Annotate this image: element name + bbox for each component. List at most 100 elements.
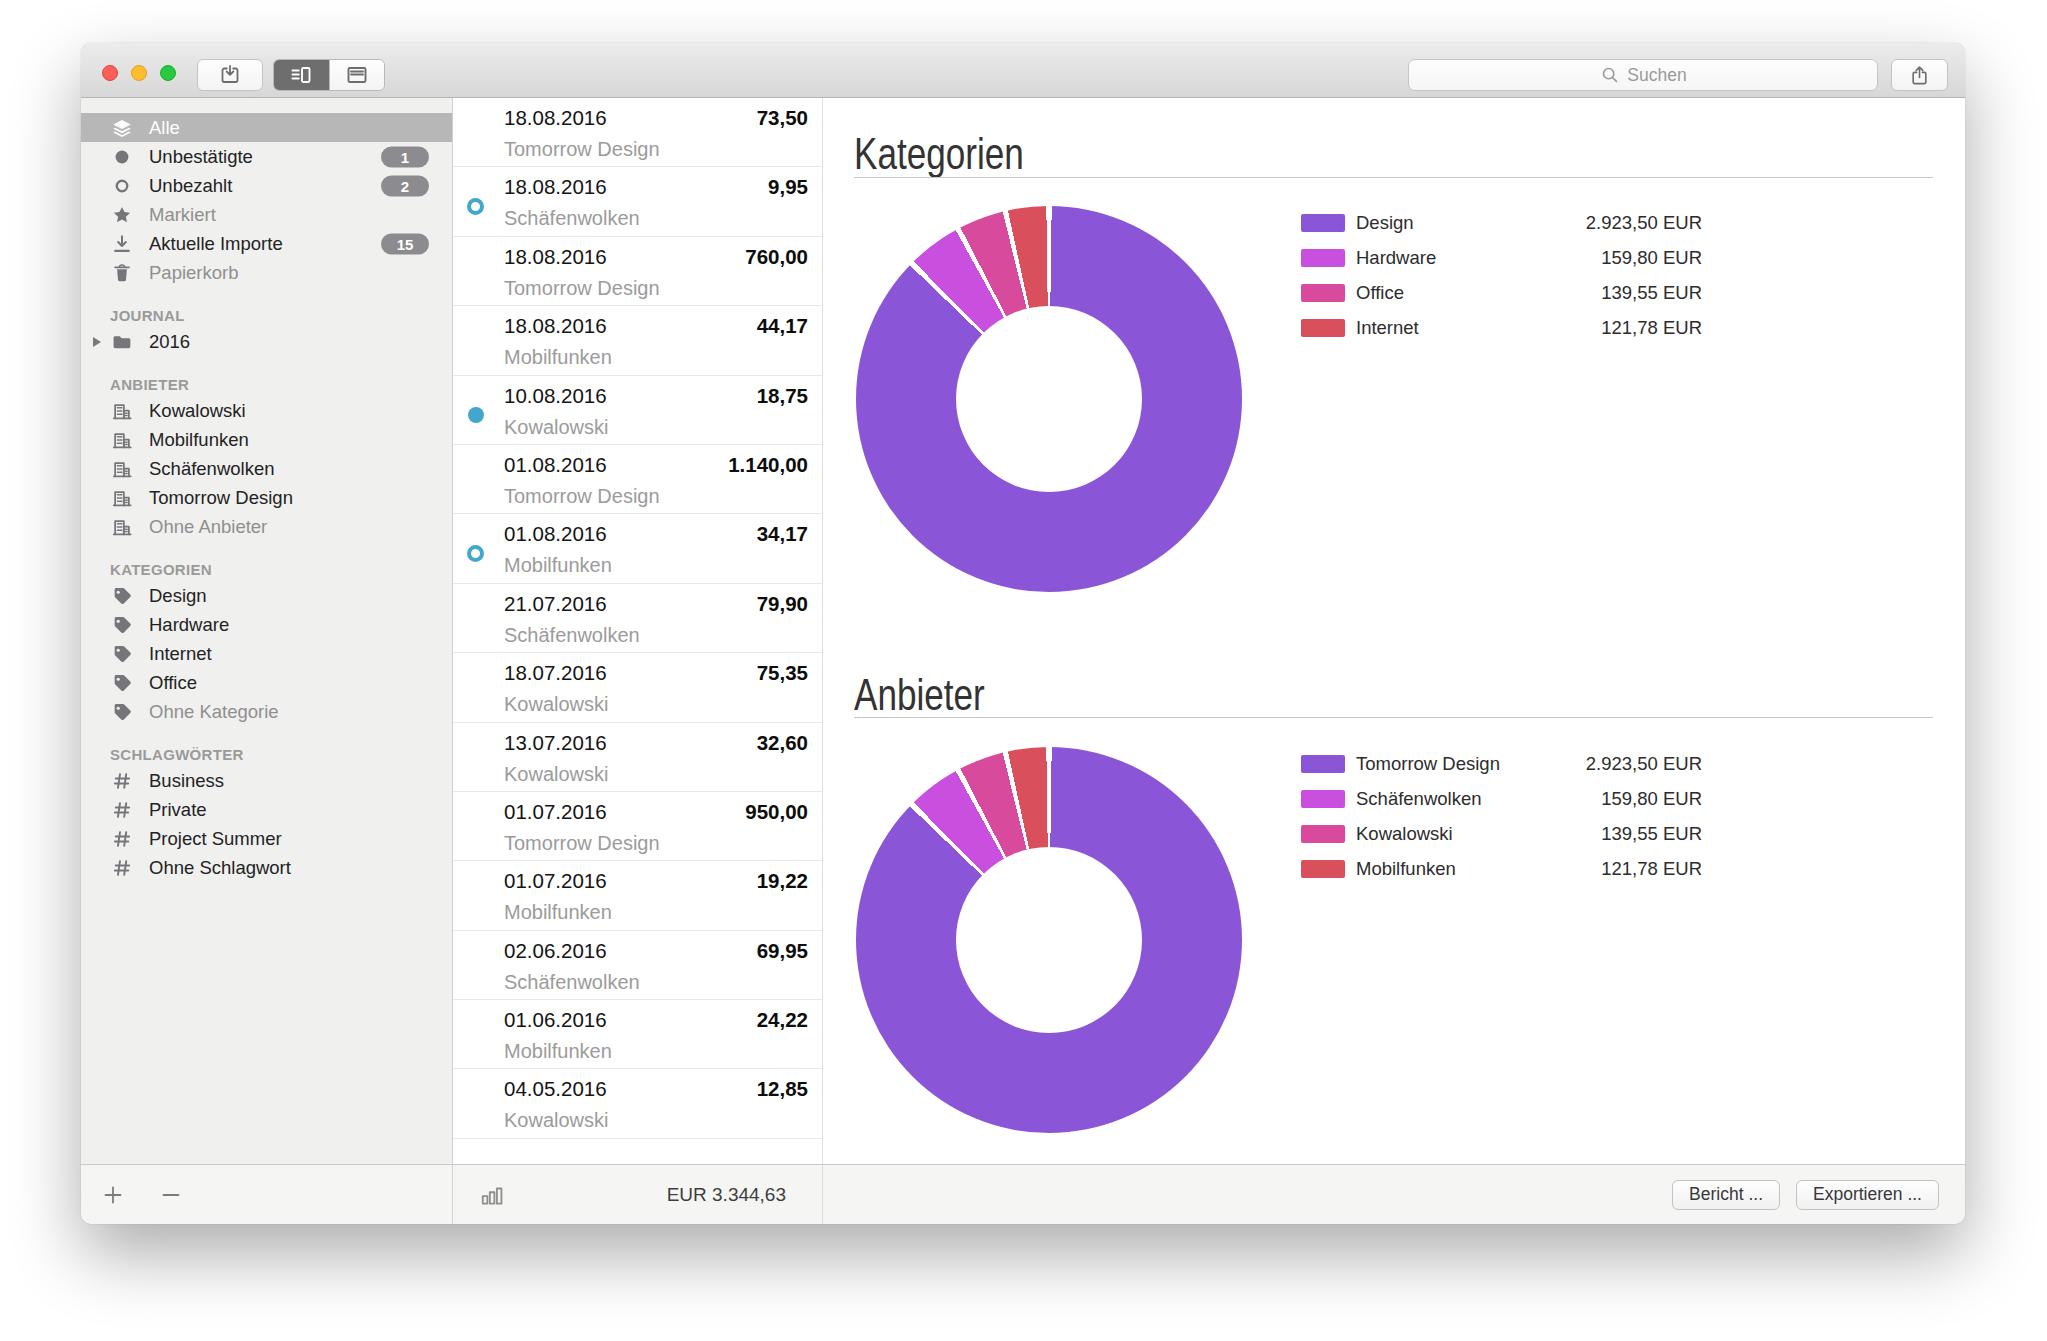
legend-label: Design: [1356, 212, 1414, 234]
sidebar-item-label: Aktuelle Importe: [149, 233, 283, 255]
list-detail-view-icon: [289, 63, 313, 87]
status-icon: [467, 615, 484, 632]
sidebar-item[interactable]: Hardware: [81, 610, 452, 639]
view-mode-journal[interactable]: [329, 60, 385, 90]
transaction-row[interactable]: 18.07.2016 75,35 Kowalowski: [453, 653, 822, 722]
legend-swatch: [1301, 214, 1345, 232]
transaction-row[interactable]: 01.07.2016 950,00 Tomorrow Design: [453, 792, 822, 861]
sidebar-item[interactable]: Unbestätigte 1: [81, 142, 452, 171]
sidebar-item[interactable]: Schäfenwolken: [81, 454, 452, 483]
search-input[interactable]: Suchen: [1408, 59, 1878, 91]
legend-swatch: [1301, 284, 1345, 302]
sidebar-item[interactable]: Ohne Schlagwort: [81, 853, 452, 882]
legend-swatch: [1301, 319, 1345, 337]
transaction-amount: 24,22: [757, 1008, 808, 1032]
share-button[interactable]: [1891, 59, 1948, 91]
sidebar-item[interactable]: Private: [81, 795, 452, 824]
legend-row: Hardware 159,80 EUR: [1301, 240, 1702, 275]
status-icon: [467, 1100, 484, 1117]
transaction-row[interactable]: 01.07.2016 19,22 Mobilfunken: [453, 861, 822, 930]
legend-row: Schäfenwolken 159,80 EUR: [1301, 781, 1702, 816]
sidebar-item-label: Schäfenwolken: [149, 458, 274, 480]
disclosure-triangle-icon[interactable]: [93, 337, 101, 347]
sidebar-item-label: Project Summer: [149, 828, 282, 850]
add-button[interactable]: [93, 1165, 133, 1224]
sidebar-item[interactable]: Markiert: [81, 200, 452, 229]
transaction-vendor: Schäfenwolken: [504, 971, 640, 994]
view-mode-list-detail[interactable]: [274, 60, 329, 90]
sidebar-item-label: Mobilfunken: [149, 429, 249, 451]
sidebar-item[interactable]: Office: [81, 668, 452, 697]
legend-swatch: [1301, 249, 1345, 267]
sidebar-item[interactable]: Unbezahlt 2: [81, 171, 452, 200]
titlebar: Suchen: [81, 43, 1965, 98]
sidebar-item[interactable]: Aktuelle Importe 15: [81, 229, 452, 258]
sidebar: Alle Unbestätigte 1 Unbezahlt 2: [81, 98, 453, 1164]
sidebar-item[interactable]: Ohne Anbieter: [81, 512, 452, 541]
journal-view-icon: [345, 63, 369, 87]
transaction-vendor: Schäfenwolken: [504, 207, 640, 230]
transaction-row[interactable]: 01.06.2016 24,22 Mobilfunken: [453, 1000, 822, 1069]
legend-value: 139,55 EUR: [1601, 823, 1702, 845]
close-button[interactable]: [102, 65, 118, 81]
transaction-amount: 18,75: [757, 384, 808, 408]
export-button[interactable]: Exportieren ...: [1796, 1180, 1939, 1210]
transaction-row[interactable]: 18.08.2016 9,95 Schäfenwolken: [453, 167, 822, 236]
transaction-row[interactable]: 13.07.2016 32,60 Kowalowski: [453, 723, 822, 792]
chart-toggle-button[interactable]: [479, 1182, 505, 1208]
status-icon: [467, 337, 484, 354]
transaction-row[interactable]: 01.08.2016 34,17 Mobilfunken: [453, 514, 822, 583]
minimize-button[interactable]: [131, 65, 147, 81]
sidebar-item[interactable]: Alle: [81, 113, 452, 142]
transaction-date: 18.08.2016: [504, 314, 607, 338]
transaction-vendor: Mobilfunken: [504, 1040, 612, 1063]
sidebar-item[interactable]: 2016: [81, 327, 452, 356]
sidebar-item[interactable]: Business: [81, 766, 452, 795]
window-controls: [102, 65, 176, 81]
status-icon: [467, 198, 484, 215]
transaction-amount: 19,22: [757, 869, 808, 893]
plus-icon: [101, 1183, 125, 1207]
sidebar-item[interactable]: Papierkorb: [81, 258, 452, 287]
footer: EUR 3.344,63 Bericht ... Exportieren ...: [81, 1164, 1965, 1224]
legend-swatch: [1301, 825, 1345, 843]
legend-row: Tomorrow Design 2.923,50 EUR: [1301, 746, 1702, 781]
sidebar-item[interactable]: Mobilfunken: [81, 425, 452, 454]
transaction-row[interactable]: 04.05.2016 12,85 Kowalowski: [453, 1069, 822, 1138]
donut-chart-categories: [856, 206, 1242, 592]
sidebar-item[interactable]: Tomorrow Design: [81, 483, 452, 512]
transaction-amount: 44,17: [757, 314, 808, 338]
legend-label: Tomorrow Design: [1356, 753, 1500, 775]
sidebar-item[interactable]: Ohne Kategorie: [81, 697, 452, 726]
legend-swatch: [1301, 755, 1345, 773]
import-button[interactable]: [197, 59, 263, 91]
transaction-row[interactable]: 01.08.2016 1.140,00 Tomorrow Design: [453, 445, 822, 514]
zoom-button[interactable]: [160, 65, 176, 81]
status-icon: [467, 129, 484, 146]
transaction-row[interactable]: 18.08.2016 44,17 Mobilfunken: [453, 306, 822, 375]
transaction-row[interactable]: 10.08.2016 18,75 Kowalowski: [453, 376, 822, 445]
transaction-row[interactable]: 18.08.2016 760,00 Tomorrow Design: [453, 237, 822, 306]
sidebar-item[interactable]: Project Summer: [81, 824, 452, 853]
sidebar-item[interactable]: Kowalowski: [81, 396, 452, 425]
remove-button[interactable]: [151, 1165, 191, 1224]
sidebar-item[interactable]: Design: [81, 581, 452, 610]
transaction-amount: 1.140,00: [728, 453, 808, 477]
transaction-row[interactable]: 21.07.2016 79,90 Schäfenwolken: [453, 584, 822, 653]
sidebar-item[interactable]: Internet: [81, 639, 452, 668]
sidebar-item-label: Tomorrow Design: [149, 487, 293, 509]
transaction-row[interactable]: 02.06.2016 69,95 Schäfenwolken: [453, 931, 822, 1000]
transaction-date: 18.08.2016: [504, 175, 607, 199]
transaction-date: 13.07.2016: [504, 731, 607, 755]
sidebar-item-label: Kowalowski: [149, 400, 246, 422]
app-window: Suchen Alle Unbestäti: [81, 43, 1965, 1224]
transaction-amount: 69,95: [757, 939, 808, 963]
legend-value: 139,55 EUR: [1601, 282, 1702, 304]
transaction-date: 02.06.2016: [504, 939, 607, 963]
report-button[interactable]: Bericht ...: [1672, 1180, 1780, 1210]
transaction-row[interactable]: 18.08.2016 73,50 Tomorrow Design: [453, 98, 822, 167]
transaction-date: 04.05.2016: [504, 1077, 607, 1101]
count-badge: 2: [381, 175, 429, 196]
transaction-amount: 950,00: [745, 800, 808, 824]
legend-value: 121,78 EUR: [1601, 858, 1702, 880]
